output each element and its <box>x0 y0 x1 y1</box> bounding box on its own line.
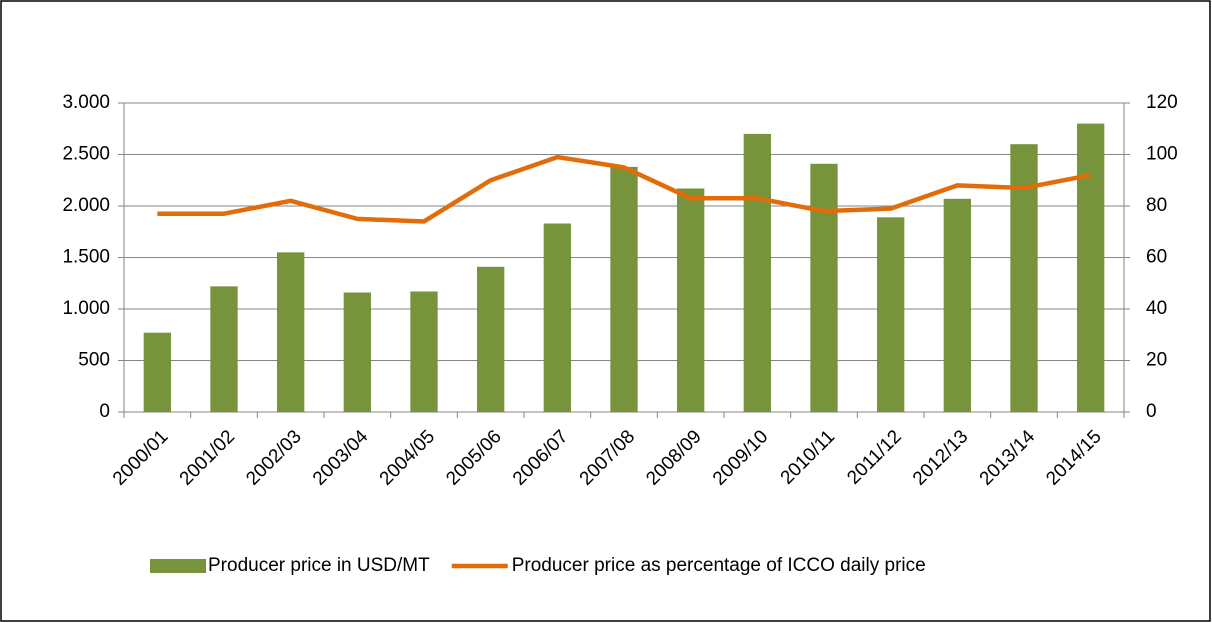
y2-tick-label: 0 <box>1146 401 1157 422</box>
bar <box>143 332 171 412</box>
bar <box>543 223 571 412</box>
y-tick-label: 2.000 <box>62 195 110 216</box>
legend-swatch <box>150 559 206 573</box>
y-tick-label: 1.500 <box>62 247 110 268</box>
y-tick-label: 0 <box>99 401 110 422</box>
bar <box>743 133 771 412</box>
y2-tick-label: 120 <box>1146 92 1178 113</box>
bar <box>343 292 371 412</box>
bar <box>677 188 705 412</box>
y2-tick-label: 100 <box>1146 144 1178 165</box>
y2-tick-label: 80 <box>1146 195 1167 216</box>
y2-tick-label: 20 <box>1146 350 1167 371</box>
y-tick-label: 500 <box>78 350 110 371</box>
y2-tick-label: 40 <box>1146 298 1167 319</box>
bar <box>1077 123 1105 412</box>
legend-label: Producer price as percentage of ICCO dai… <box>512 555 926 576</box>
bar <box>477 266 505 412</box>
bar <box>877 217 905 412</box>
y-tick-label: 3.000 <box>62 92 110 113</box>
y-tick-label: 2.500 <box>62 144 110 165</box>
bar <box>210 286 238 412</box>
legend-label: Producer price in USD/MT <box>208 555 430 576</box>
line <box>157 154 1092 224</box>
bar <box>810 163 838 412</box>
y2-tick-label: 60 <box>1146 247 1167 268</box>
bar <box>610 166 638 412</box>
bar <box>277 252 305 412</box>
bar <box>410 291 438 412</box>
y-tick-label: 1.000 <box>62 298 110 319</box>
bar <box>943 198 971 412</box>
